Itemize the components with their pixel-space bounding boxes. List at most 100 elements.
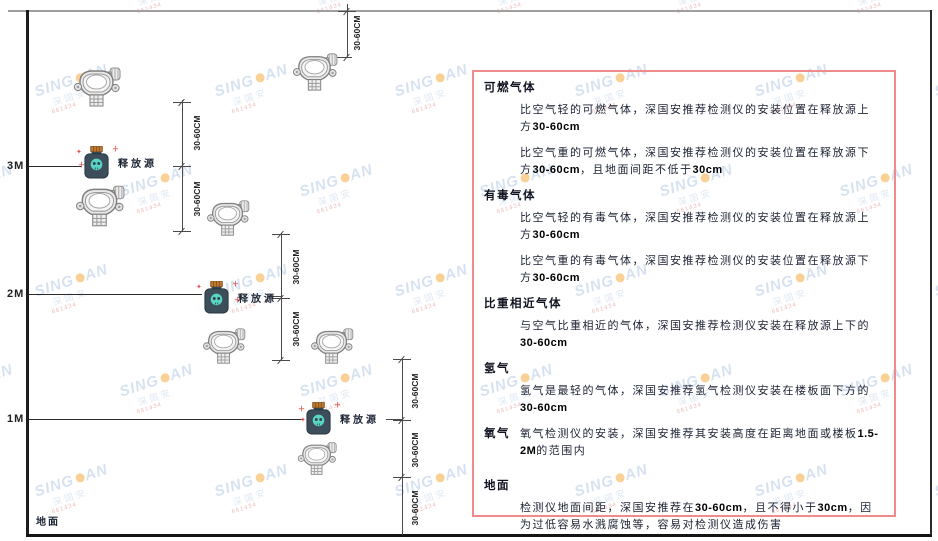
watermark-cn-text: 深国安 bbox=[51, 487, 89, 508]
sparkle-icon: ＋ bbox=[232, 281, 239, 288]
watermark-code-text: 661434 bbox=[316, 201, 343, 216]
panel-section-heading: 可燃气体 bbox=[484, 82, 536, 94]
gas-detector-icon bbox=[72, 66, 122, 113]
height-label-1m: 1M bbox=[7, 413, 25, 425]
ground-line bbox=[26, 534, 932, 537]
watermark-cn-text: 深国安 bbox=[676, 0, 781, 9]
sparkle-icon: ✦ bbox=[300, 417, 306, 424]
gas-detector-icon bbox=[296, 441, 338, 481]
watermark-dot-icon bbox=[434, 72, 446, 84]
ground-label: 地面 bbox=[36, 517, 60, 528]
panel-section-heading: 氢气 bbox=[484, 363, 510, 375]
watermark-code-text: 661434 bbox=[231, 501, 258, 516]
panel-paragraph: 氧气检测仪的安装，深国安推荐其安装高度在距离地面或楼板1.5-2M的范围内 bbox=[520, 428, 879, 457]
watermark-code-text: 661434 bbox=[856, 1, 883, 16]
watermark-dot-icon bbox=[434, 272, 446, 284]
gas-detector-icon bbox=[291, 52, 339, 97]
level-line-2m bbox=[29, 294, 202, 295]
watermark-cn-text: 深国安 bbox=[316, 0, 421, 9]
leader-dash bbox=[386, 419, 402, 420]
watermark-cn-text: 深国安 bbox=[496, 0, 601, 9]
watermark-dot-icon bbox=[339, 172, 351, 184]
watermark-dot-icon bbox=[434, 472, 446, 484]
sparkle-icon: ＋ bbox=[234, 297, 241, 304]
watermark-cn-text: 深国安 bbox=[136, 387, 174, 408]
panel-section-3: 氢气 氢气是最轻的气体，深国安推荐氢气检测仪安装在楼板面下方的30-60cm bbox=[484, 361, 882, 417]
level-line-3m bbox=[29, 166, 82, 167]
watermark-cn-text: 深国安 bbox=[0, 364, 61, 409]
gas-detector-icon bbox=[308, 327, 356, 370]
dimension-tick bbox=[330, 57, 352, 58]
dimension-label: 30-60CM bbox=[410, 432, 420, 468]
watermark-code-text: 661434 bbox=[0, 0, 63, 16]
watermark-dot-icon bbox=[159, 172, 171, 184]
watermark-dot-icon bbox=[74, 472, 86, 484]
height-label-2m: 2M bbox=[7, 288, 25, 300]
watermark-code-text: 661434 bbox=[51, 501, 78, 516]
release-source-label: 释放源 bbox=[238, 294, 277, 305]
watermark-code-text: 661434 bbox=[0, 376, 63, 416]
gas-detector-icon bbox=[205, 199, 251, 242]
release-source-3m: ✦ ＋ ＋ 释放源 bbox=[76, 146, 157, 179]
release-source-1m: ＋ ＋ ✦ 释放源 bbox=[298, 402, 379, 435]
watermark-code-text: 661434 bbox=[496, 1, 523, 16]
panel-paragraph: 比空气轻的可燃气体，深国安推荐检测仪的安装位置在释放源上方30-60cm bbox=[520, 104, 870, 133]
sparkle-icon: ＋ bbox=[334, 402, 341, 409]
panel-section-heading: 有毒气体 bbox=[484, 190, 536, 202]
watermark-cn-text: 深国安 bbox=[856, 0, 938, 9]
poison-bottle-icon bbox=[304, 402, 333, 435]
watermark-cn-text: 深国安 bbox=[0, 0, 61, 9]
dimension-label: 30-60CM bbox=[410, 490, 420, 526]
watermark-dot-icon bbox=[159, 372, 171, 384]
panel-section-0: 可燃气体比空气轻的可燃气体，深国安推荐检测仪的安装位置在释放源上方30-60cm… bbox=[484, 80, 882, 179]
release-source-label: 释放源 bbox=[118, 159, 157, 170]
dimension-line-ceiling bbox=[347, 4, 348, 57]
leader-dash bbox=[268, 296, 282, 297]
dimension-label: 30-60CM bbox=[192, 115, 202, 151]
panel-section-heading: 比重相近气体 bbox=[484, 298, 562, 310]
watermark-dot-icon bbox=[254, 472, 266, 484]
panel-section-2: 比重相近气体与空气比重相近的气体，深国安推荐检测仪安装在释放源上下的30-60c… bbox=[484, 296, 882, 352]
gas-detector-icon bbox=[201, 327, 247, 370]
panel-paragraph: 比空气重的可燃气体，深国安推荐检测仪的安装位置在释放源下方30-60cm，且地面… bbox=[520, 147, 870, 176]
sparkle-icon: ＋ bbox=[298, 406, 305, 413]
sparkle-icon: ＋ bbox=[112, 146, 119, 153]
watermark-code-text: 661434 bbox=[136, 401, 163, 416]
panel-paragraph: 比空气重的有毒气体，深国安推荐检测仪的安装位置在释放源下方30-60cm bbox=[520, 255, 870, 284]
gas-detector-icon bbox=[74, 184, 126, 233]
right-border-line bbox=[930, 10, 932, 535]
sparkle-icon: ＋ bbox=[78, 162, 85, 169]
poison-bottle-icon bbox=[82, 146, 111, 179]
dimension-label: 30-60CM bbox=[352, 15, 362, 51]
level-line-1m bbox=[29, 419, 304, 420]
watermark-dot-icon bbox=[339, 372, 351, 384]
panel-paragraph: 与空气比重相近的气体，深国安推荐检测仪安装在释放源上下的30-60cm bbox=[520, 320, 870, 349]
release-source-label: 释放源 bbox=[340, 415, 379, 426]
dimension-line-1m bbox=[402, 358, 403, 535]
watermark-cn-text: 深国安 bbox=[316, 187, 354, 208]
poison-bottle-icon bbox=[202, 281, 231, 314]
watermark-dot-icon bbox=[254, 72, 266, 84]
watermark-cn-text: 深国安 bbox=[136, 0, 241, 9]
panel-section-heading: 氧气 bbox=[484, 428, 510, 440]
left-wall-line bbox=[26, 10, 29, 535]
panel-paragraph: 氢气是最轻的气体，深国安推荐氢气检测仪安装在楼板面下方的30-60cm bbox=[520, 385, 870, 414]
